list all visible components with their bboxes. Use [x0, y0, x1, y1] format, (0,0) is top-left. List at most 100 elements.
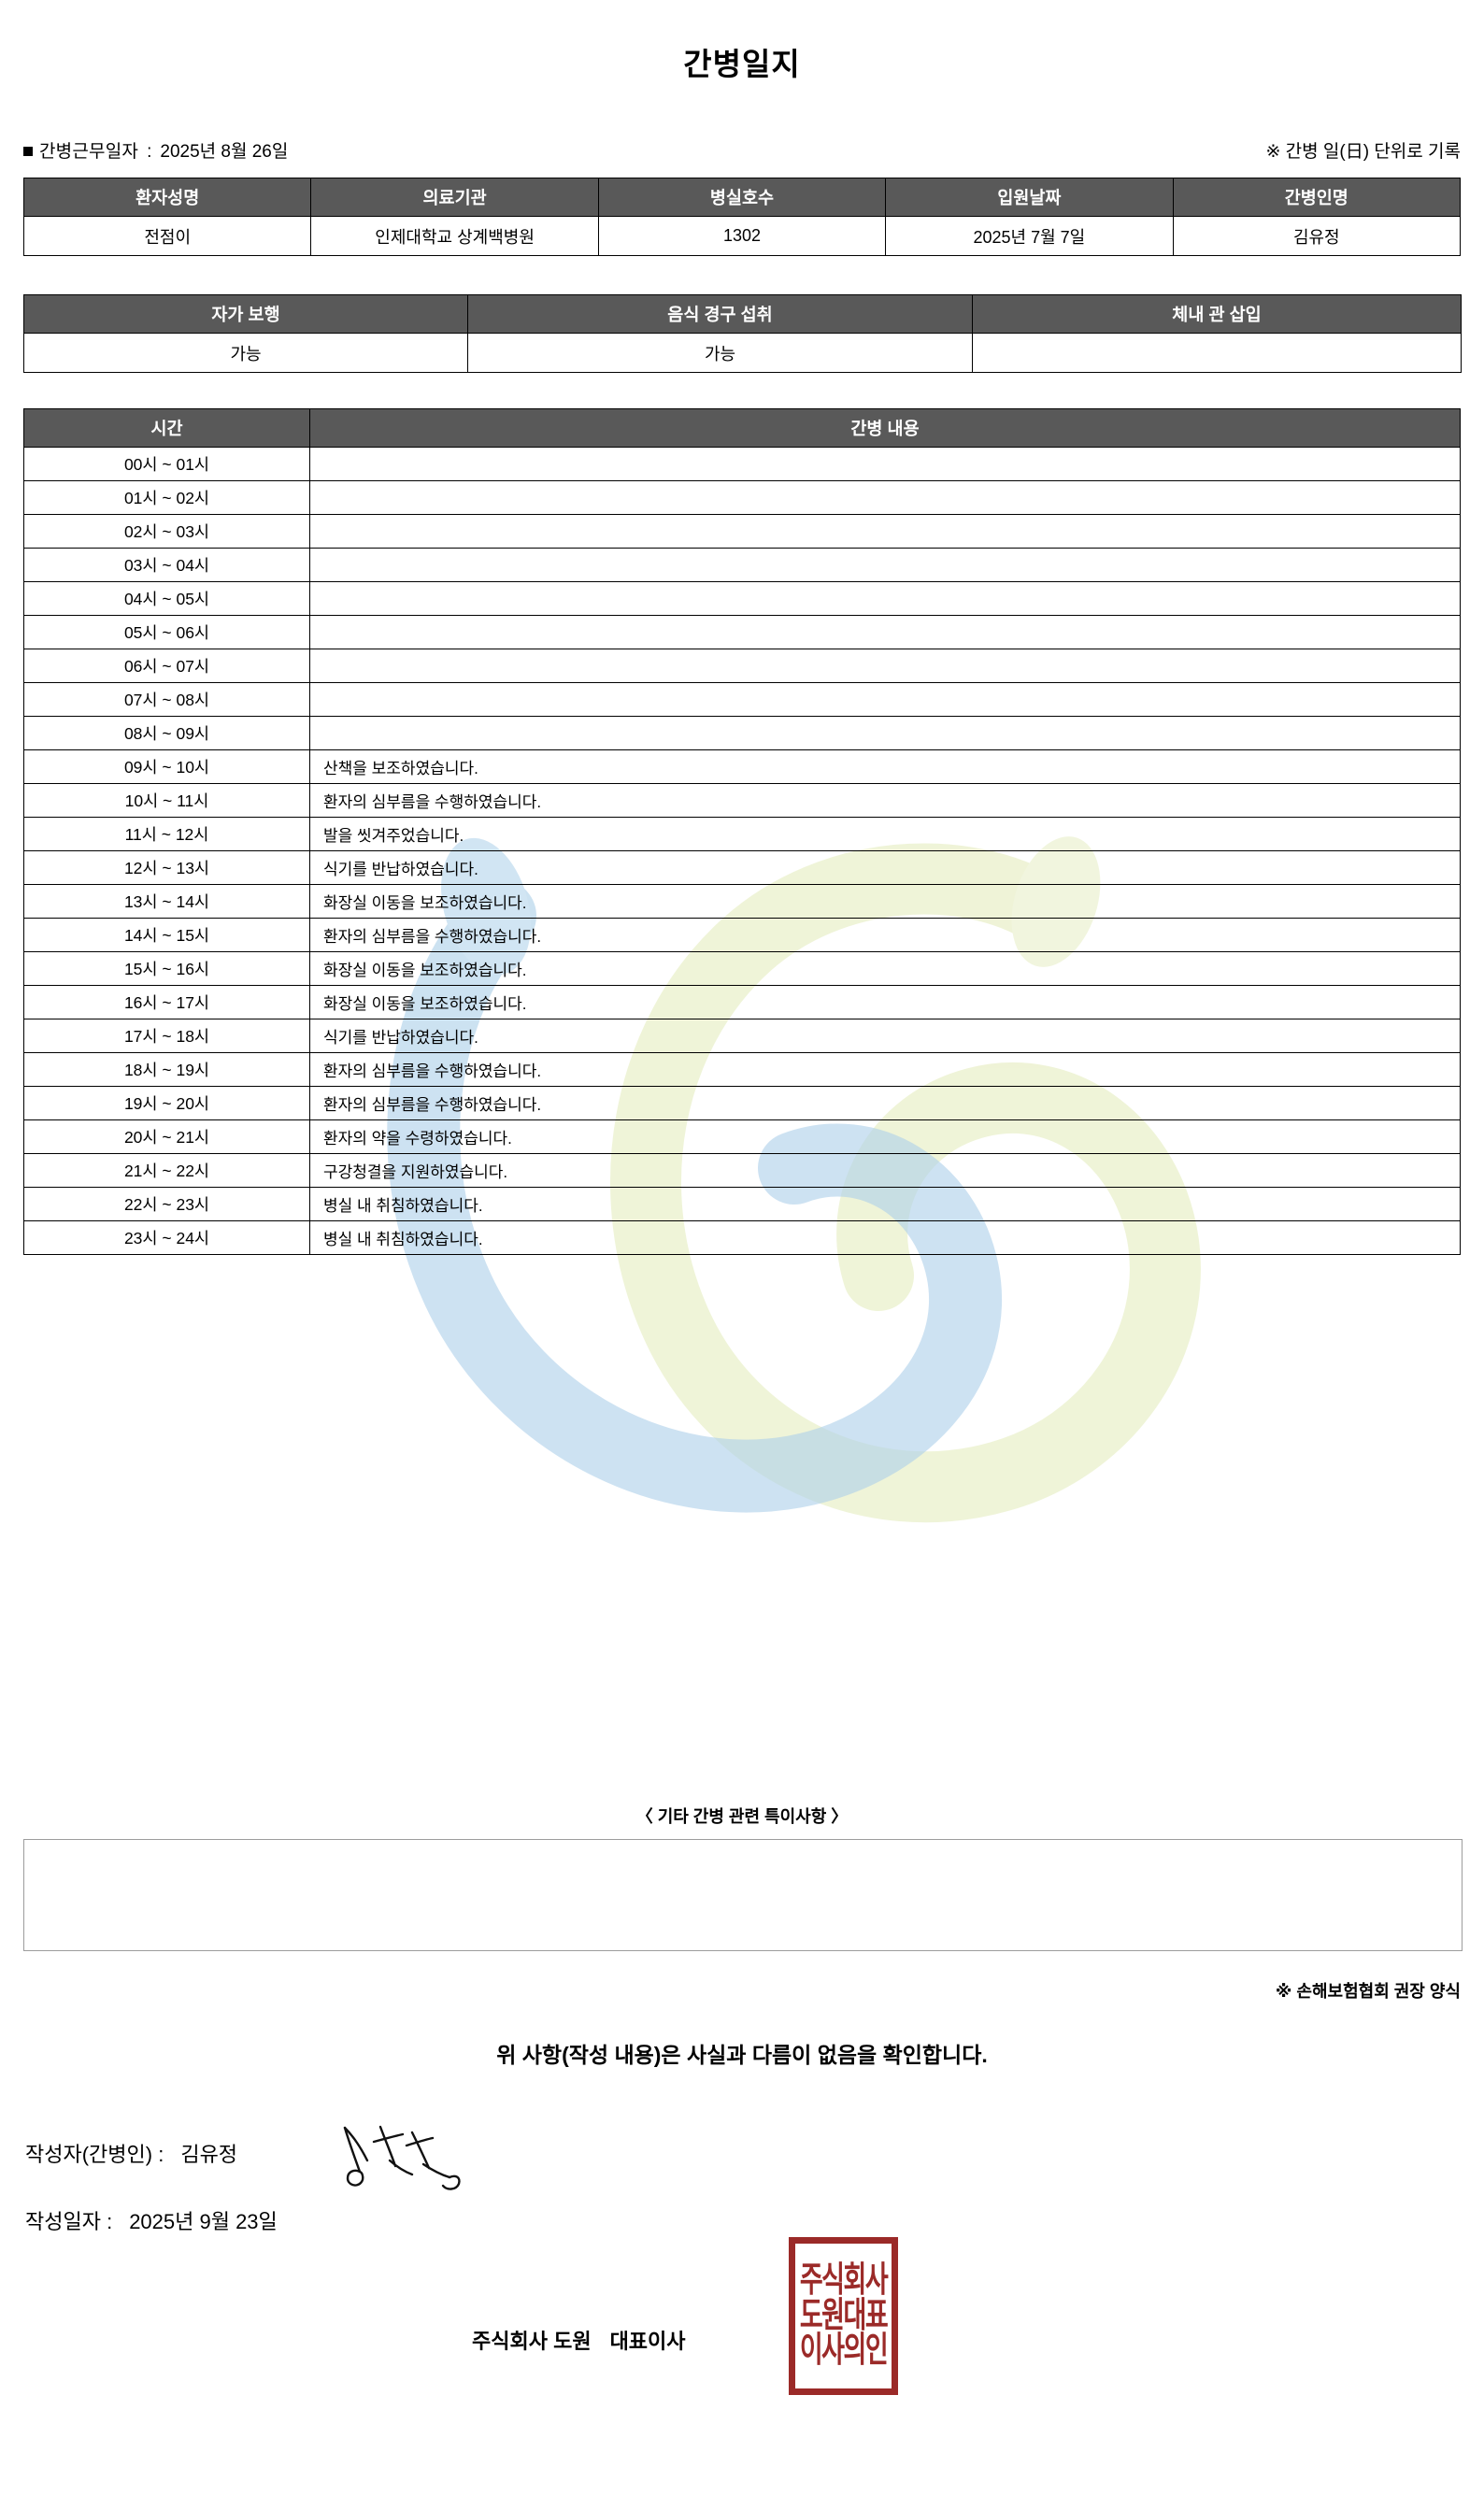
seal-line-3: 이사의인	[799, 2331, 889, 2372]
care-content-cell[interactable]: 환자의 심부름을 수행하였습니다.	[309, 1086, 1461, 1120]
value-caregiver-name[interactable]: 김유정	[1172, 216, 1462, 256]
care-content-cell[interactable]: 발을 씻겨주었습니다.	[309, 817, 1461, 851]
writer-label: 작성자(간병인) :	[25, 2143, 164, 2166]
table-row: 02시 ~ 03시	[23, 514, 1461, 549]
date-value: 2025년 9월 23일	[129, 2210, 278, 2233]
care-content-cell[interactable]: 화장실 이동을 보조하였습니다.	[309, 884, 1461, 919]
patient-info-value-row: 전점이 인제대학교 상계백병원 1302 2025년 7월 7일 김유정	[22, 216, 1462, 256]
header-oral-food-intake: 음식 경구 섭취	[467, 294, 973, 334]
remarks-caption: 〈 기타 간병 관련 특이사항 〉	[635, 1807, 849, 1826]
patient-info-table: 환자성명 의료기관 병실호수 입원날짜 간병인명 전점이 인제대학교 상계백병원…	[22, 178, 1462, 256]
care-content-cell[interactable]: 식기를 반납하였습니다.	[309, 1019, 1461, 1053]
writer-name: 김유정	[180, 2143, 238, 2166]
time-cell: 00시 ~ 01시	[23, 447, 310, 481]
work-date-colon: :	[147, 142, 152, 162]
care-content-cell[interactable]: 산책을 보조하였습니다.	[309, 749, 1461, 784]
care-content-cell[interactable]: 환자의 약을 수령하였습니다.	[309, 1119, 1461, 1154]
time-cell: 12시 ~ 13시	[23, 850, 310, 885]
time-cell: 07시 ~ 08시	[23, 682, 310, 717]
care-content-cell[interactable]: 환자의 심부름을 수행하였습니다.	[309, 918, 1461, 952]
time-cell: 22시 ~ 23시	[23, 1187, 310, 1221]
time-cell: 23시 ~ 24시	[23, 1220, 310, 1255]
value-oral-food-intake[interactable]: 가능	[467, 333, 973, 373]
time-cell: 08시 ~ 09시	[23, 716, 310, 750]
care-content-cell[interactable]	[309, 716, 1461, 750]
care-content-cell[interactable]: 환자의 심부름을 수행하였습니다.	[309, 1052, 1461, 1087]
meta-row: 간병근무일자:2025년 8월 26일 ※ 간병 일(日) 단위로 기록	[23, 137, 1461, 162]
header-patient-name: 환자성명	[22, 178, 312, 217]
care-content-cell[interactable]	[309, 447, 1461, 481]
table-row: 22시 ~ 23시 병실 내 취침하였습니다.	[23, 1187, 1461, 1221]
care-content-cell[interactable]: 화장실 이동을 보조하였습니다.	[309, 985, 1461, 1019]
value-room-number[interactable]: 1302	[597, 216, 887, 256]
time-cell: 17시 ~ 18시	[23, 1019, 310, 1053]
square-bullet-icon	[23, 147, 33, 156]
table-row: 18시 ~ 19시 환자의 심부름을 수행하였습니다.	[23, 1052, 1461, 1087]
header-caregiver-name: 간병인명	[1172, 178, 1462, 217]
table-row: 06시 ~ 07시	[23, 649, 1461, 683]
unit-note: ※ 간병 일(日) 단위로 기록	[1265, 142, 1461, 162]
table-row: 14시 ~ 15시 환자의 심부름을 수행하였습니다.	[23, 918, 1461, 952]
confirmation-statement: 위 사항(작성 내용)은 사실과 다름이 없음을 확인합니다.	[496, 2043, 988, 2067]
table-row: 12시 ~ 13시 식기를 반납하였습니다.	[23, 850, 1461, 885]
value-medical-institution[interactable]: 인제대학교 상계백병원	[310, 216, 599, 256]
value-patient-name[interactable]: 전점이	[22, 216, 312, 256]
time-cell: 02시 ~ 03시	[23, 514, 310, 549]
value-internal-tube-insertion[interactable]	[972, 333, 1462, 373]
care-content-cell[interactable]	[309, 581, 1461, 616]
time-cell: 21시 ~ 22시	[23, 1153, 310, 1188]
value-admission-date[interactable]: 2025년 7월 7일	[885, 216, 1174, 256]
time-cell: 04시 ~ 05시	[23, 581, 310, 616]
table-row: 16시 ~ 17시 화장실 이동을 보조하였습니다.	[23, 985, 1461, 1019]
header-time: 시간	[23, 408, 310, 448]
table-row: 05시 ~ 06시	[23, 615, 1461, 649]
table-row: 07시 ~ 08시	[23, 682, 1461, 717]
table-row: 09시 ~ 10시 산책을 보조하였습니다.	[23, 749, 1461, 784]
ability-header-row: 자가 보행 음식 경구 섭취 체내 관 삽입	[23, 294, 1462, 334]
table-row: 01시 ~ 02시	[23, 480, 1461, 515]
table-row: 15시 ~ 16시 화장실 이동을 보조하였습니다.	[23, 951, 1461, 986]
care-content-cell[interactable]	[309, 682, 1461, 717]
header-internal-tube-insertion: 체내 관 삽입	[972, 294, 1462, 334]
date-line: 작성일자 : 2025년 9월 23일	[25, 2205, 278, 2235]
time-cell: 20시 ~ 21시	[23, 1119, 310, 1154]
log-header-row: 시간 간병 내용	[23, 408, 1461, 448]
value-self-walking[interactable]: 가능	[23, 333, 468, 373]
care-content-cell[interactable]	[309, 480, 1461, 515]
handwritten-signature-icon	[343, 2125, 461, 2190]
time-cell: 05시 ~ 06시	[23, 615, 310, 649]
time-cell: 09시 ~ 10시	[23, 749, 310, 784]
company-seal-stamp: 주식회사 도원대표 이사의인	[789, 2237, 898, 2395]
care-content-cell[interactable]	[309, 548, 1461, 582]
remarks-textarea[interactable]	[23, 1839, 1463, 1951]
table-row: 23시 ~ 24시 병실 내 취침하였습니다.	[23, 1220, 1461, 1255]
care-content-cell[interactable]: 환자의 심부름을 수행하였습니다.	[309, 783, 1461, 818]
company-line: 주식회사 도원 대표이사	[472, 2325, 686, 2355]
care-content-cell[interactable]: 병실 내 취침하였습니다.	[309, 1220, 1461, 1255]
ability-value-row: 가능 가능	[23, 333, 1462, 373]
header-self-walking: 자가 보행	[23, 294, 468, 334]
time-cell: 06시 ~ 07시	[23, 649, 310, 683]
care-content-cell[interactable]	[309, 615, 1461, 649]
time-cell: 16시 ~ 17시	[23, 985, 310, 1019]
table-row: 17시 ~ 18시 식기를 반납하였습니다.	[23, 1019, 1461, 1053]
table-row: 03시 ~ 04시	[23, 548, 1461, 582]
header-room-number: 병실호수	[597, 178, 887, 217]
patient-info-header-row: 환자성명 의료기관 병실호수 입원날짜 간병인명	[22, 178, 1462, 217]
care-content-cell[interactable]	[309, 649, 1461, 683]
time-cell: 10시 ~ 11시	[23, 783, 310, 818]
care-content-cell[interactable]: 화장실 이동을 보조하였습니다.	[309, 951, 1461, 986]
table-row: 04시 ~ 05시	[23, 581, 1461, 616]
care-content-cell[interactable]	[309, 514, 1461, 549]
care-content-cell[interactable]: 병실 내 취침하였습니다.	[309, 1187, 1461, 1221]
header-medical-institution: 의료기관	[310, 178, 599, 217]
care-content-cell[interactable]: 식기를 반납하였습니다.	[309, 850, 1461, 885]
table-row: 08시 ~ 09시	[23, 716, 1461, 750]
table-row: 21시 ~ 22시 구강청결을 지원하였습니다.	[23, 1153, 1461, 1188]
care-content-cell[interactable]: 구강청결을 지원하였습니다.	[309, 1153, 1461, 1188]
time-cell: 01시 ~ 02시	[23, 480, 310, 515]
table-row: 00시 ~ 01시	[23, 447, 1461, 481]
ability-info-table: 자가 보행 음식 경구 섭취 체내 관 삽입 가능 가능	[23, 294, 1462, 373]
company-name: 주식회사 도원	[472, 2330, 592, 2353]
